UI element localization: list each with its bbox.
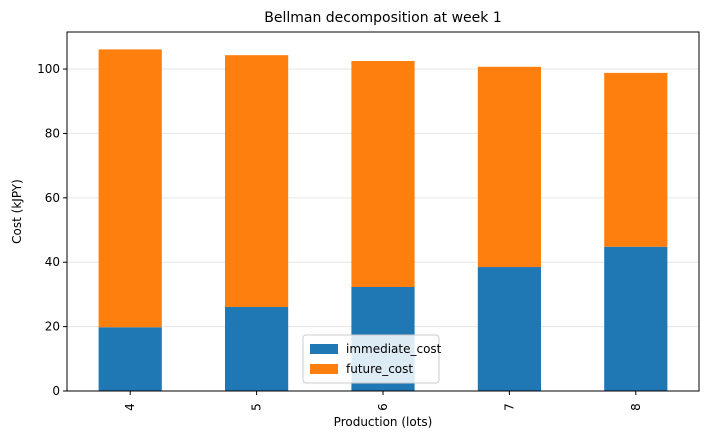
bar-immediate_cost-5 [225,306,289,391]
x-axis: 4 5 6 7 8 [123,391,643,411]
plot-frame [66,31,700,392]
bar-immediate_cost-4 [98,327,162,391]
y-tick-label: 20 [45,320,60,334]
x-axis-label: Production (lots) [334,415,433,429]
bar-future_cost-7 [477,66,541,268]
x-tick-label: 7 [502,403,516,411]
bar-future_cost-8 [604,72,668,247]
y-tick-label: 60 [45,191,60,205]
chart-title: Bellman decomposition at week 1 [264,10,502,26]
bar-future_cost-4 [98,49,162,328]
bar-future_cost-6 [351,60,415,288]
bar-future_cost-5 [225,55,289,307]
legend-swatch-immediate_cost [310,344,338,354]
y-tick-label: 80 [45,126,60,140]
y-axis-label: Cost (kJPY) [10,179,24,244]
y-tick-label: 100 [37,62,60,76]
legend: immediate_cost future_cost [302,334,442,384]
y-tick-label: 40 [45,255,60,269]
x-tick-label: 5 [250,403,264,411]
x-tick-label: 8 [629,403,643,411]
y-tick-label: 0 [52,384,60,398]
bar-immediate_cost-8 [604,246,668,391]
legend-swatch-future_cost [310,364,338,374]
y-axis: 0 20 40 60 80 100 [37,62,67,398]
bars [98,49,668,391]
x-tick-label: 4 [123,403,137,411]
legend-label-future_cost: future_cost [346,362,413,376]
x-tick-label: 6 [376,403,390,411]
bar-immediate_cost-7 [477,267,541,391]
legend-label-immediate_cost: immediate_cost [346,342,442,356]
